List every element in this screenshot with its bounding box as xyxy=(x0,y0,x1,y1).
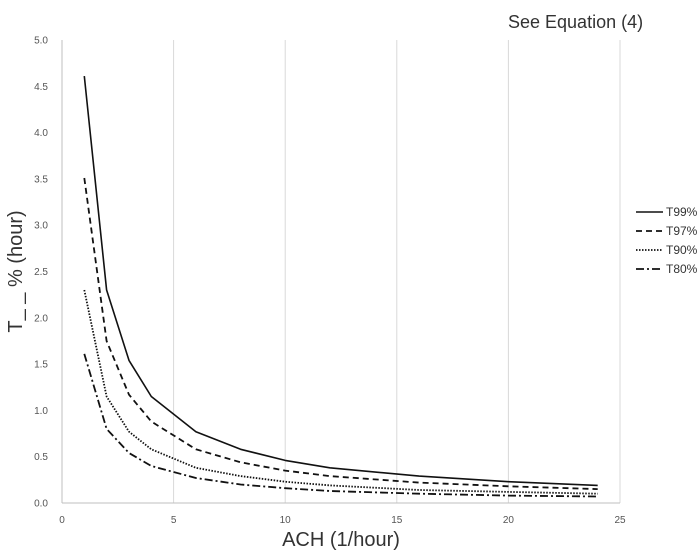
x-tick-label: 5 xyxy=(171,515,177,526)
x-tick-label: 20 xyxy=(503,515,515,526)
tick-labels: 0 5 10 15 20 25 0.0 0.5 1.0 1.5 2.0 2.5 3.0 3.5 4.0 4.5… xyxy=(34,36,626,527)
x-tick-label: 0 xyxy=(59,515,65,526)
y-tick-label: 3.0 xyxy=(34,221,48,232)
series-line-T99 xyxy=(83,76,598,487)
series-line-T80 xyxy=(83,353,598,498)
y-tick-label: 0.5 xyxy=(34,452,48,463)
y-tick-label: 4.0 xyxy=(34,128,48,139)
legend-label: T80% xyxy=(666,262,698,276)
y-tick-label: 0.0 xyxy=(34,499,48,510)
y-tick-label: 2.5 xyxy=(34,267,48,278)
equation-note: See Equation (4) xyxy=(508,12,644,32)
legend-label: T99% xyxy=(666,205,698,219)
legend-label: T97% xyxy=(666,224,698,238)
y-tick-label: 5.0 xyxy=(34,36,48,47)
legend-label: T90% xyxy=(666,243,698,257)
y-tick-label: 1.0 xyxy=(34,406,48,417)
x-tick-label: 25 xyxy=(614,515,626,526)
series-lines xyxy=(83,76,598,498)
x-tick-label: 15 xyxy=(391,515,403,526)
x-tick-label: 10 xyxy=(280,515,292,526)
series-line-T97 xyxy=(83,177,598,490)
y-axis-title: T_ _ % (hour) xyxy=(5,210,27,332)
grid-lines xyxy=(173,40,621,503)
x-axis-title: ACH (1/hour) xyxy=(282,529,400,551)
y-tick-label: 1.5 xyxy=(34,360,48,371)
axes xyxy=(61,40,620,504)
y-tick-label: 3.5 xyxy=(34,174,48,185)
legend: T99% T97% T90% T80% xyxy=(636,205,698,276)
y-tick-label: 4.5 xyxy=(34,82,48,93)
series-line-T90 xyxy=(83,289,598,495)
y-tick-label: 2.0 xyxy=(34,313,48,324)
